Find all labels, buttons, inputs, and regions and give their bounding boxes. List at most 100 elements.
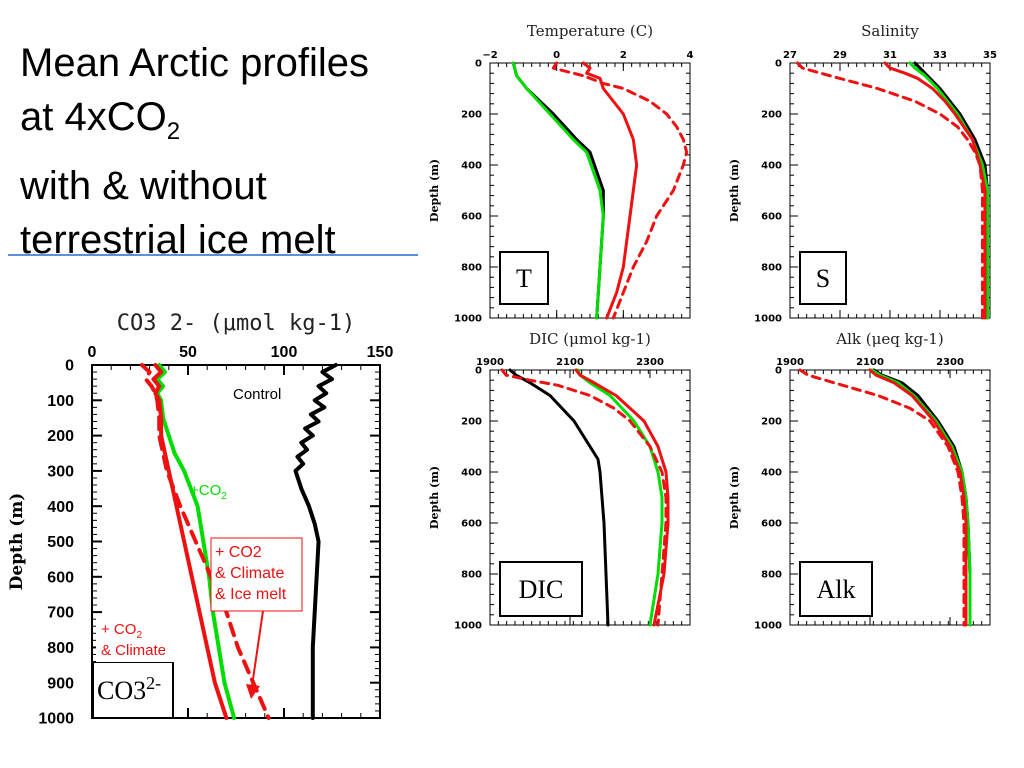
- y-tick-label: 300: [47, 464, 74, 481]
- series-co2-line: [908, 61, 989, 320]
- chart-title: CO3 2- (μmol kg-1): [117, 311, 355, 336]
- panel-label: DIC: [519, 575, 564, 604]
- y-tick-label: 800: [761, 263, 782, 274]
- y-axis-label: Depth (m): [428, 466, 441, 529]
- annotation-ice-line: & Ice melt: [215, 586, 287, 603]
- y-tick-label: 400: [761, 468, 782, 479]
- y-tick-label: 0: [475, 366, 482, 377]
- panel-label-sup: 2-: [146, 673, 161, 693]
- x-tick-label: 150: [367, 344, 394, 361]
- panel-label-box: [799, 251, 847, 305]
- y-tick-label: 500: [47, 534, 74, 551]
- y-tick-label: 400: [761, 161, 782, 172]
- annotation-climate-b: & Climate: [101, 642, 166, 659]
- x-tick-label: 2100: [856, 357, 884, 368]
- y-tick-label: 800: [47, 640, 74, 657]
- panel-label-box: [499, 561, 583, 617]
- y-tick-label: 800: [461, 570, 482, 581]
- chart-dic: 1900 2100 2300 0 200 400 600 800 1000 Depth (m) DI…: [428, 330, 691, 632]
- y-tick-label: 200: [761, 417, 782, 428]
- series-climate-line: [868, 368, 968, 627]
- y-tick-label: 0: [775, 366, 782, 377]
- series-climate-line: [151, 363, 229, 720]
- x-tick-label: 29: [833, 50, 847, 61]
- annotation-arrowhead: [246, 684, 260, 699]
- title-line-1: Mean Arctic profiles: [20, 41, 370, 85]
- y-tick-label: 400: [461, 161, 482, 172]
- series-co2-line: [511, 61, 605, 320]
- title-line-3: with & without: [20, 164, 267, 208]
- y-tick-label: 200: [461, 110, 482, 121]
- x-tick-label: 1900: [476, 357, 504, 368]
- series-control-line: [913, 61, 989, 320]
- panel-label: Alk: [817, 575, 856, 604]
- panel-label: S: [816, 264, 830, 293]
- y-tick-label: 0: [65, 358, 74, 375]
- y-tick-label: 1000: [38, 711, 74, 728]
- y-tick-label: 200: [47, 428, 74, 445]
- x-tick-label: −2: [482, 50, 497, 61]
- panel-label-box: [499, 251, 549, 305]
- x-tick-label: 4: [687, 50, 694, 61]
- x-tick-label: 2: [620, 50, 627, 61]
- series-climate-dashed-line: [500, 368, 668, 627]
- series-climate-line: [574, 368, 670, 627]
- y-tick-label: 0: [475, 59, 482, 70]
- title-line-2-text: at 4xCO: [20, 95, 167, 139]
- annotation-arrow: [251, 610, 264, 687]
- series-climate-line: [883, 61, 987, 320]
- y-tick-label: 1000: [754, 621, 782, 632]
- annotation-ice-line: & Climate: [215, 565, 284, 582]
- y-tick-label: 900: [47, 675, 74, 692]
- series-climate-dashed-line: [551, 61, 689, 320]
- y-axis-label: Depth (m): [728, 466, 741, 529]
- x-tick-label: 1900: [776, 357, 804, 368]
- panel-label: T: [516, 264, 532, 293]
- series-climate-line: [581, 61, 639, 320]
- x-tick-label: 2300: [636, 357, 664, 368]
- annotation-ice-box: [210, 537, 303, 612]
- y-tick-label: 200: [461, 417, 482, 428]
- annotation-climate-bg: [96, 614, 191, 662]
- annotation-climate-a: + CO2: [101, 621, 142, 641]
- x-tick-label: 27: [783, 50, 797, 61]
- x-tick-label: 50: [179, 344, 197, 361]
- chart-alk: 1900 2100 2300 0 200 400 600 800 1000 Depth (m) Al…: [728, 330, 991, 632]
- title-subscript: 2: [166, 118, 181, 145]
- series-control-line: [508, 368, 610, 627]
- series-co2-line: [870, 368, 972, 627]
- y-axis-label: Depth (m): [7, 493, 27, 591]
- chart-title: Alk (μeq kg-1): [835, 330, 944, 348]
- y-tick-label: 1000: [754, 314, 782, 325]
- y-tick-label: 600: [761, 212, 782, 223]
- x-tick-label: 0: [88, 344, 97, 361]
- y-tick-label: 800: [461, 263, 482, 274]
- y-tick-label: 600: [461, 519, 482, 530]
- y-tick-label: 1000: [454, 621, 482, 632]
- y-tick-label: 1000: [454, 314, 482, 325]
- x-tick-label: 0: [553, 50, 560, 61]
- annotation-co2-sub: 2: [221, 491, 227, 502]
- chart-title: Salinity: [861, 22, 919, 40]
- annotation-co2: +CO2: [190, 482, 227, 502]
- y-tick-label: 400: [47, 499, 74, 516]
- title-underline: [8, 254, 418, 256]
- panel-label-box: [799, 561, 873, 617]
- y-axis-label: Depth (m): [728, 159, 741, 222]
- x-tick-label: 35: [983, 50, 997, 61]
- y-tick-label: 100: [47, 393, 74, 410]
- y-tick-label: 600: [461, 212, 482, 223]
- panel-label-box: [92, 661, 174, 719]
- x-tick-label: 33: [933, 50, 947, 61]
- y-tick-label: 0: [775, 59, 782, 70]
- y-tick-label: 200: [761, 110, 782, 121]
- annotation-ice-line: + CO2: [215, 544, 262, 561]
- y-tick-label: 400: [461, 468, 482, 479]
- annotation-climate-sub: 2: [136, 630, 142, 641]
- y-tick-label: 600: [47, 569, 74, 586]
- chart-title: Temperature (C): [527, 22, 653, 40]
- chart-salinity: 27 29 31 33 35 0 200 400 600 800 1000 Depth (m) Sali…: [728, 22, 997, 325]
- series-climate-dashed-line: [798, 368, 966, 627]
